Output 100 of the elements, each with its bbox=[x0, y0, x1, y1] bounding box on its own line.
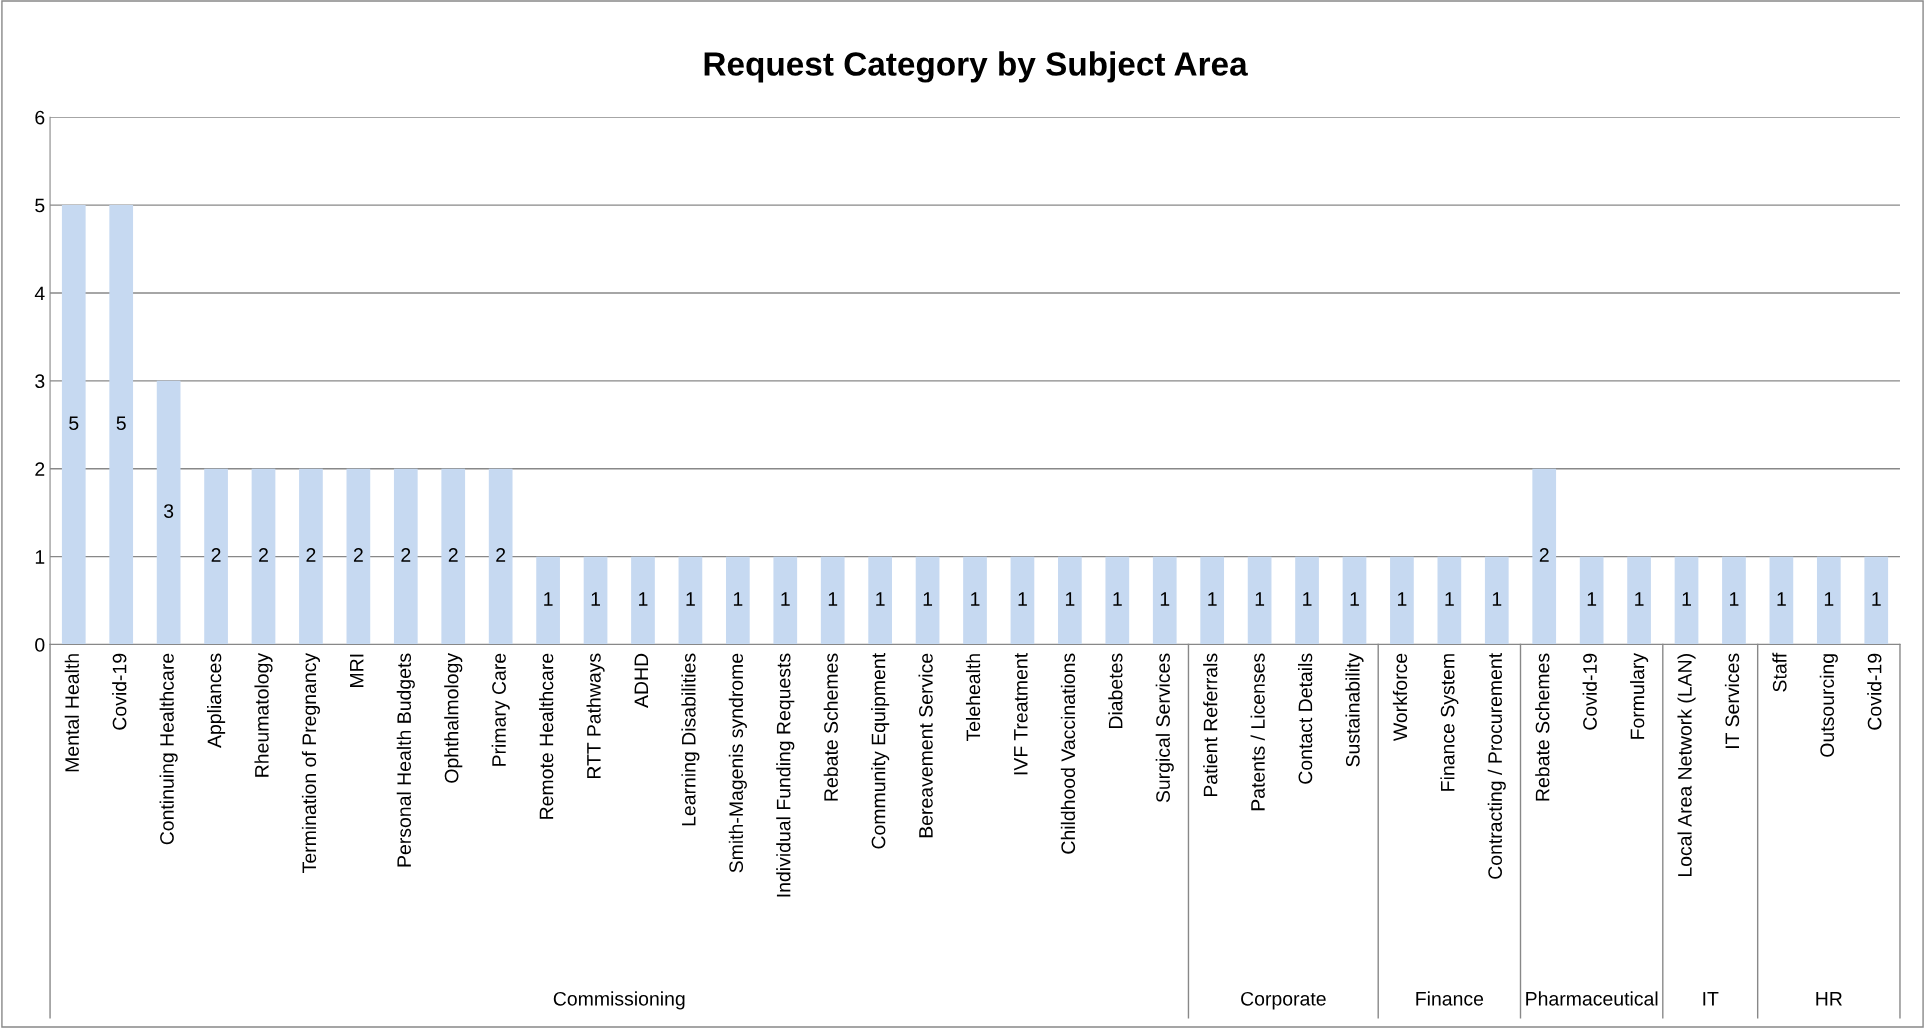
bar bbox=[915, 556, 940, 645]
x-tick-label: Appliances bbox=[207, 653, 226, 748]
bar bbox=[346, 468, 371, 645]
data-label: 1 bbox=[1397, 592, 1407, 606]
x-tick-label: IT Services bbox=[1724, 653, 1740, 748]
bar bbox=[1769, 556, 1794, 645]
data-label: 2 bbox=[211, 548, 221, 562]
data-label: 1 bbox=[828, 592, 838, 606]
data-label: 1 bbox=[876, 592, 885, 606]
x-tick-label: Contracting / Procurement bbox=[1487, 653, 1506, 879]
bar bbox=[393, 468, 418, 645]
bar bbox=[109, 205, 134, 645]
x-tick-label: Finance System bbox=[1440, 654, 1459, 791]
data-label: 2 bbox=[353, 548, 363, 562]
y-tick-label: 5 bbox=[35, 198, 45, 213]
data-label: 1 bbox=[686, 592, 695, 606]
data-label: 1 bbox=[1824, 592, 1834, 606]
x-tick-label: Rebate Schemes bbox=[823, 653, 838, 801]
bar bbox=[1864, 556, 1889, 645]
x-tick-label: Patents / Licenses bbox=[1250, 653, 1265, 811]
data-label: 1 bbox=[1682, 592, 1691, 606]
data-label: 2 bbox=[259, 548, 268, 562]
text: Commissioning bbox=[553, 991, 685, 1010]
data-label: 1 bbox=[733, 592, 743, 606]
data-label: 1 bbox=[1350, 592, 1359, 606]
x-tick-label: Patient Referrals bbox=[1203, 653, 1218, 797]
data-label: 1 bbox=[1445, 592, 1454, 606]
data-label: 1 bbox=[1018, 592, 1027, 606]
data-label: 2 bbox=[1539, 548, 1549, 562]
bar bbox=[868, 556, 892, 645]
x-tick-label: Surgical Services bbox=[1155, 653, 1174, 803]
x-tick-label: RTT Pathways bbox=[586, 653, 605, 779]
bar bbox=[1342, 556, 1367, 645]
data-label: 1 bbox=[1208, 592, 1217, 606]
bar bbox=[1247, 556, 1272, 645]
data-label: 1 bbox=[1730, 592, 1739, 606]
bar bbox=[61, 205, 86, 645]
x-tick-label: Learning Disabilities bbox=[681, 653, 700, 826]
bar bbox=[299, 468, 323, 645]
x-tick-label: Primary Care bbox=[491, 653, 510, 766]
y-tick-label: 0 bbox=[35, 638, 45, 652]
bar bbox=[1674, 556, 1699, 645]
bar bbox=[1390, 556, 1414, 645]
x-tick-label: Continuing Healthcare bbox=[159, 653, 178, 845]
x-tick-label: Workforce bbox=[1392, 653, 1408, 742]
bar bbox=[583, 556, 608, 645]
x-tick-label: Smith-Magenis syndrome bbox=[728, 653, 747, 873]
bar bbox=[678, 556, 703, 645]
x-tick-label: Local Area Network (LAN) bbox=[1677, 654, 1696, 877]
x-tick-label: Ophthalmology bbox=[444, 652, 463, 783]
text: Pharmaceutical bbox=[1526, 991, 1658, 1006]
bar bbox=[820, 556, 845, 645]
data-label: 1 bbox=[639, 592, 648, 606]
bar bbox=[1295, 556, 1319, 645]
data-label: 1 bbox=[1065, 592, 1075, 606]
text: HR bbox=[1816, 992, 1842, 1006]
bar bbox=[1627, 556, 1651, 645]
x-tick-label: Rebate Schemes bbox=[1535, 653, 1550, 801]
x-tick-label: Contact Details bbox=[1297, 653, 1313, 784]
bar bbox=[536, 556, 560, 645]
data-label: 1 bbox=[1160, 592, 1170, 606]
y-tick-label: 2 bbox=[35, 462, 45, 476]
data-label: 1 bbox=[1255, 592, 1265, 606]
data-label: 5 bbox=[69, 416, 79, 431]
x-tick-label: Covid-19 bbox=[1867, 653, 1882, 730]
x-tick-label: Covid-19 bbox=[1582, 653, 1597, 730]
bar bbox=[1058, 556, 1082, 645]
data-label: 1 bbox=[1587, 592, 1597, 606]
x-tick-label: Bereavement Service bbox=[918, 653, 933, 838]
bar bbox=[1816, 556, 1841, 645]
data-label: 2 bbox=[496, 548, 506, 562]
data-label: 5 bbox=[116, 416, 126, 431]
bar bbox=[963, 556, 987, 645]
data-label: 1 bbox=[1492, 592, 1502, 606]
bar bbox=[1579, 556, 1604, 645]
x-tick-label: Rheumatology bbox=[254, 652, 273, 777]
chart-title: Request Category by Subject Area bbox=[704, 51, 1248, 83]
bar bbox=[488, 468, 513, 645]
bar bbox=[1484, 556, 1509, 645]
bar bbox=[1722, 556, 1746, 645]
bar bbox=[725, 556, 750, 645]
bar bbox=[1437, 556, 1462, 645]
data-label: 1 bbox=[1777, 592, 1786, 606]
y-tick-label: 4 bbox=[34, 286, 45, 301]
data-label: 1 bbox=[1872, 592, 1881, 606]
y-tick-label: 6 bbox=[35, 110, 45, 125]
text: IT bbox=[1703, 992, 1719, 1006]
data-label: 3 bbox=[163, 504, 174, 518]
x-tick-label: Sustainability bbox=[1345, 652, 1364, 767]
data-label: 2 bbox=[448, 548, 458, 562]
text: Finance bbox=[1416, 991, 1484, 1006]
x-tick-label: Staff bbox=[1772, 652, 1787, 692]
x-tick-label: Termination of Pregnancy bbox=[301, 652, 320, 873]
data-label: 1 bbox=[544, 592, 553, 606]
y-tick-label: 3 bbox=[35, 374, 45, 389]
bar bbox=[441, 468, 466, 645]
data-label: 2 bbox=[401, 548, 411, 562]
x-tick-label: Remote Healthcare bbox=[539, 653, 554, 819]
x-tick-label: Personal Health Budgets bbox=[396, 653, 415, 867]
x-tick-label: Covid-19 bbox=[112, 653, 127, 730]
